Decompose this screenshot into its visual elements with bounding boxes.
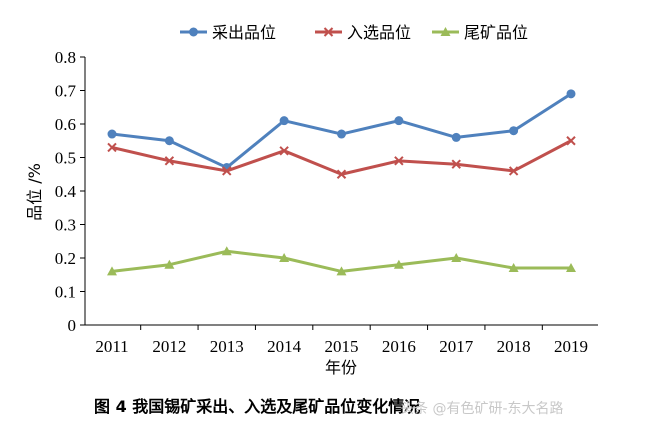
- line-chart: 采出品位 入选品位 尾矿品位 0 0.1 0.2 0.3 0.4 0.5 0.6 0.7 0.8 2…: [25, 23, 598, 377]
- y-axis-title: 品位 /%: [25, 163, 44, 221]
- data-point: [279, 253, 290, 262]
- x-tick-label: 2019: [554, 337, 588, 356]
- legend-entry: 尾矿品位: [432, 23, 528, 42]
- figure-caption: 图 4 我国锡矿采出、入选及尾矿品位变化情况: [94, 397, 421, 416]
- data-point: [508, 166, 519, 176]
- data-point: [451, 132, 461, 142]
- data-point: [566, 136, 576, 146]
- data-point: [107, 266, 117, 276]
- y-tick-label: 0: [68, 316, 77, 335]
- x-tick-label: 2016: [382, 337, 416, 356]
- legend-entry: 采出品位: [180, 23, 276, 42]
- legend-marker: [189, 27, 198, 37]
- y-ticks: 0 0.1 0.2 0.3 0.4 0.5 0.6 0.7 0.8: [55, 48, 85, 335]
- x-tick-label: 2011: [95, 337, 128, 356]
- legend-marker: [323, 27, 334, 37]
- y-tick-label: 0.2: [55, 249, 76, 268]
- data-point: [107, 129, 117, 139]
- series-group: [107, 89, 576, 276]
- data-point: [221, 246, 232, 256]
- data-point: [394, 156, 404, 166]
- legend-label: 采出品位: [212, 23, 276, 42]
- series-2: [107, 136, 576, 179]
- legend-marker: [440, 27, 451, 36]
- x-tick-label: 2018: [497, 337, 531, 356]
- x-tick-label: 2014: [267, 337, 302, 356]
- series-1: [107, 89, 576, 173]
- data-point: [279, 116, 289, 126]
- legend: 采出品位 入选品位 尾矿品位: [180, 23, 528, 42]
- data-point: [337, 129, 346, 139]
- y-tick-label: 0.8: [55, 48, 76, 67]
- data-point: [222, 166, 232, 176]
- data-point: [509, 126, 519, 136]
- x-tick-label: 2015: [325, 337, 359, 356]
- data-point: [336, 266, 347, 276]
- x-tick-label: 2017: [439, 337, 474, 356]
- legend-label: 入选品位: [347, 23, 411, 42]
- watermark: 头条 @有色矿研-东大名路: [400, 401, 564, 417]
- x-tick-label: 2013: [210, 337, 244, 356]
- data-point: [394, 116, 404, 126]
- data-point: [508, 263, 519, 273]
- data-point: [164, 259, 175, 269]
- y-tick-label: 0.7: [55, 82, 77, 101]
- y-tick-label: 0.3: [55, 216, 76, 235]
- y-tick-label: 0.4: [55, 182, 77, 201]
- x-tick-label: 2012: [152, 337, 186, 356]
- data-point: [451, 159, 461, 169]
- axes: [84, 57, 598, 326]
- data-point: [164, 156, 175, 166]
- series-3: [107, 246, 576, 276]
- y-tick-label: 0.1: [55, 283, 76, 302]
- y-tick-label: 0.6: [55, 115, 76, 134]
- legend-entry: 入选品位: [315, 23, 411, 42]
- y-tick-label: 0.5: [55, 149, 76, 168]
- data-point: [566, 263, 576, 273]
- x-axis-title: 年份: [325, 358, 357, 377]
- data-point: [279, 146, 289, 156]
- data-point: [566, 89, 576, 99]
- data-point: [107, 142, 117, 153]
- legend-label: 尾矿品位: [464, 23, 528, 42]
- x-ticks: 2011 2012 2013 2014 2015 2016 2017 2018 2019: [95, 325, 588, 356]
- data-point: [336, 169, 347, 179]
- data-point: [451, 253, 462, 262]
- data-point: [393, 259, 404, 269]
- data-point: [164, 136, 174, 146]
